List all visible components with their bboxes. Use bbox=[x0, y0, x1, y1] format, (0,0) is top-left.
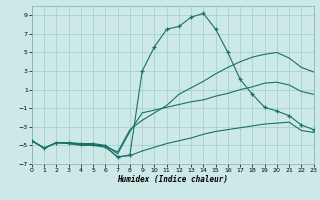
X-axis label: Humidex (Indice chaleur): Humidex (Indice chaleur) bbox=[117, 175, 228, 184]
